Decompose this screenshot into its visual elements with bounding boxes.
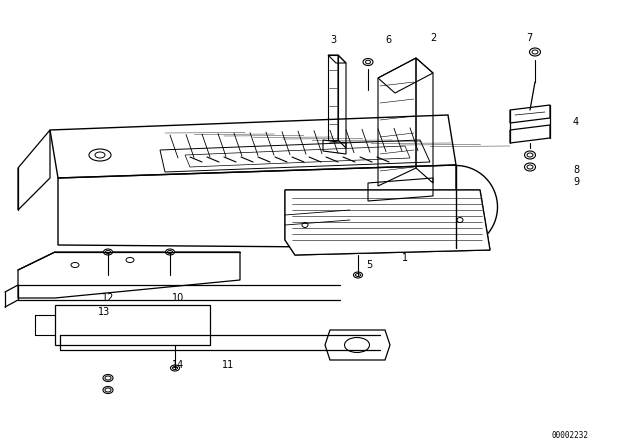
Text: 4: 4 bbox=[573, 117, 579, 127]
Text: 12: 12 bbox=[102, 293, 115, 303]
Ellipse shape bbox=[170, 365, 179, 371]
Text: 7: 7 bbox=[526, 33, 532, 43]
Ellipse shape bbox=[344, 337, 369, 353]
Text: 8: 8 bbox=[573, 165, 579, 175]
Ellipse shape bbox=[104, 249, 113, 255]
Polygon shape bbox=[285, 190, 490, 255]
Ellipse shape bbox=[103, 387, 113, 393]
Ellipse shape bbox=[525, 163, 536, 171]
Text: 9: 9 bbox=[573, 177, 579, 187]
Text: 2: 2 bbox=[430, 33, 436, 43]
Text: 10: 10 bbox=[172, 293, 184, 303]
Ellipse shape bbox=[103, 375, 113, 382]
Polygon shape bbox=[50, 115, 460, 245]
Text: 11: 11 bbox=[222, 360, 234, 370]
Text: 00002232: 00002232 bbox=[552, 431, 589, 439]
Ellipse shape bbox=[529, 48, 541, 56]
Ellipse shape bbox=[353, 272, 362, 278]
Text: 14: 14 bbox=[172, 360, 184, 370]
Ellipse shape bbox=[525, 151, 536, 159]
Text: 13: 13 bbox=[98, 307, 110, 317]
Text: 6: 6 bbox=[385, 35, 391, 45]
Text: 1: 1 bbox=[402, 253, 408, 263]
Text: 5: 5 bbox=[366, 260, 372, 270]
Text: 3: 3 bbox=[330, 35, 336, 45]
Ellipse shape bbox=[363, 59, 373, 65]
Ellipse shape bbox=[166, 249, 175, 255]
